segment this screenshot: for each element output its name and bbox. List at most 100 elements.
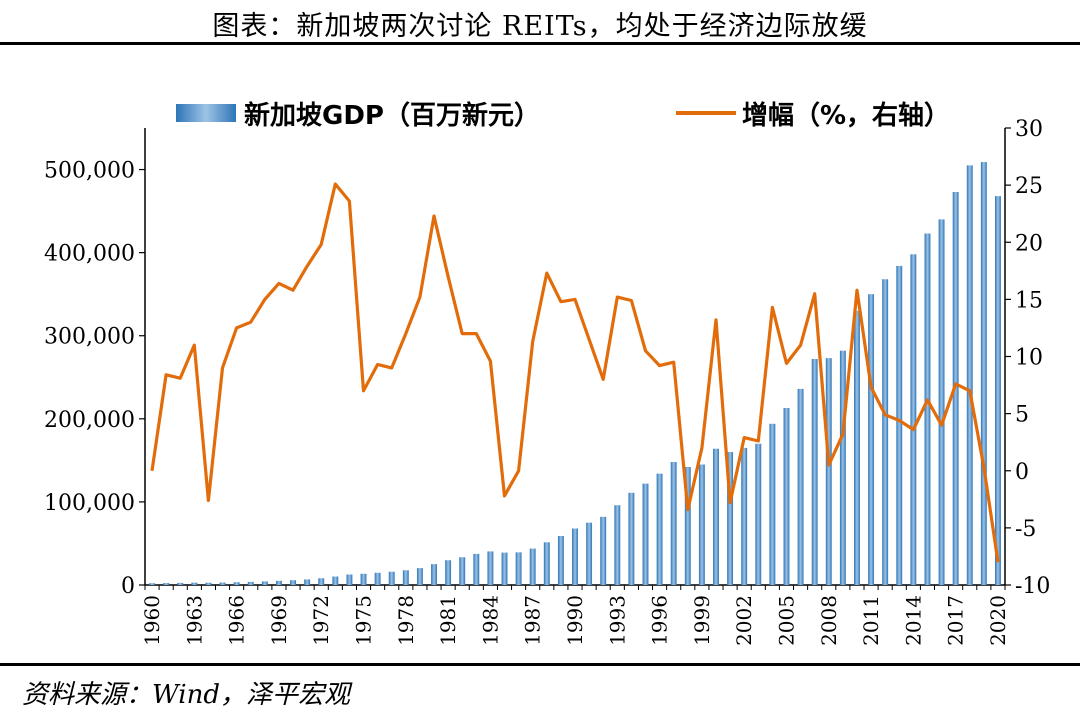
gdp-bar-2015 xyxy=(924,233,931,585)
legend-bar-swatch xyxy=(176,104,236,122)
legend-line-label: 增幅（%，右轴） xyxy=(742,100,950,131)
left-tick-label: 200,000 xyxy=(44,408,135,433)
bar-series xyxy=(149,162,1001,586)
gdp-bar-2018 xyxy=(966,165,973,585)
right-tick-label: 5 xyxy=(1015,403,1029,428)
x-tick-label: 1978 xyxy=(394,595,418,646)
right-tick-label: 30 xyxy=(1015,117,1043,142)
gdp-bar-2001 xyxy=(727,452,734,585)
chart-title: 图表：新加坡两次讨论 REITs，均处于经济边际放缓 xyxy=(212,11,868,42)
gdp-bar-1997 xyxy=(670,462,677,585)
gdp-bar-2007 xyxy=(811,358,818,585)
x-tick-label: 1987 xyxy=(521,595,545,646)
gdp-bar-1987 xyxy=(529,548,536,585)
gdp-bar-1988 xyxy=(543,542,550,585)
tick-labels: 0 100,000 200,000 300,000 400,000 500,000 -10 -… xyxy=(44,117,1050,646)
gdp-bar-1976 xyxy=(374,572,381,585)
legend: 新加坡GDP（百万新元） 增幅（%，右轴） xyxy=(176,100,950,131)
gdp-bar-1971 xyxy=(304,579,311,585)
legend-bar-label: 新加坡GDP（百万新元） xyxy=(244,100,540,131)
x-tick-label: 2014 xyxy=(901,595,925,646)
x-tick-label: 1969 xyxy=(267,595,291,646)
growth-line xyxy=(150,182,1000,563)
gdp-bar-1974 xyxy=(346,574,353,585)
left-tick-label: 100,000 xyxy=(44,491,135,516)
gdp-bar-2020 xyxy=(994,196,1001,585)
gdp-bar-1992 xyxy=(600,516,607,585)
source-rule xyxy=(0,663,1080,666)
gdp-bar-1978 xyxy=(402,570,409,585)
gdp-bar-1986 xyxy=(515,552,522,585)
gdp-bar-1966 xyxy=(233,582,240,585)
gdp-bar-1961 xyxy=(163,583,170,585)
gdp-bar-1975 xyxy=(360,573,367,585)
gdp-bar-1969 xyxy=(275,580,282,585)
gdp-bar-1984 xyxy=(487,551,494,585)
gdp-bar-2000 xyxy=(713,448,719,585)
gdp-bar-1968 xyxy=(261,581,268,585)
gdp-bar-2002 xyxy=(741,447,748,585)
gdp-bar-2012 xyxy=(882,279,889,585)
x-tick-label: 1984 xyxy=(478,595,502,646)
right-tick-label: 0 xyxy=(1015,460,1029,485)
x-tick-label: 1999 xyxy=(690,595,714,646)
x-tick-label: 1960 xyxy=(140,595,164,646)
x-tick-label: 1990 xyxy=(563,595,587,646)
gdp-bar-2006 xyxy=(797,388,804,585)
x-tick-label: 1996 xyxy=(648,595,672,646)
gdp-bar-1965 xyxy=(219,582,226,585)
right-tick-label: 10 xyxy=(1015,346,1043,371)
gdp-bar-2010 xyxy=(854,310,860,585)
gdp-bar-2014 xyxy=(910,254,917,585)
gdp-bar-1981 xyxy=(445,560,452,585)
gdp-bar-1990 xyxy=(572,528,578,585)
gdp-bar-1962 xyxy=(177,582,184,585)
left-tick-label: 400,000 xyxy=(44,242,135,267)
gdp-bar-2016 xyxy=(938,219,945,585)
x-tick-label: 2011 xyxy=(859,595,883,646)
left-tick-label: 0 xyxy=(121,574,135,599)
gdp-bar-2013 xyxy=(896,265,903,585)
gdp-bar-1995 xyxy=(642,483,649,585)
chart-svg: 0 100,000 200,000 300,000 400,000 500,000 -10 -… xyxy=(44,100,1050,646)
x-tick-label: 1981 xyxy=(436,595,460,646)
x-tick-label: 1975 xyxy=(352,595,376,646)
gdp-bar-2005 xyxy=(783,408,790,585)
gdp-bar-1994 xyxy=(628,492,635,585)
x-tick-label: 2002 xyxy=(732,595,756,646)
right-tick-label: -5 xyxy=(1015,517,1036,542)
gdp-bar-1983 xyxy=(473,553,480,585)
right-tick-label: -10 xyxy=(1015,574,1050,599)
x-tick-label: 2017 xyxy=(944,595,968,646)
source-note: 资料来源：Wind，泽平宏观 xyxy=(22,680,350,710)
left-tick-label: 300,000 xyxy=(44,325,135,350)
gdp-bar-1991 xyxy=(586,522,593,585)
title-rule xyxy=(0,42,1080,45)
axes-layer xyxy=(139,127,1011,590)
gdp-bar-1982 xyxy=(459,557,466,585)
gdp-bar-1996 xyxy=(656,473,663,585)
x-tick-label: 2020 xyxy=(986,595,1010,646)
x-tick-label: 1966 xyxy=(225,595,249,646)
gdp-bar-2009 xyxy=(839,350,846,585)
gdp-bar-2019 xyxy=(980,162,987,586)
gdp-bar-2003 xyxy=(755,443,762,585)
gdp-bar-2004 xyxy=(769,423,776,585)
x-tick-label: 1993 xyxy=(605,595,629,646)
x-tick-label: 1963 xyxy=(182,595,206,646)
gdp-bar-1973 xyxy=(332,576,339,585)
x-tick-label: 1972 xyxy=(309,595,333,646)
gdp-bar-1998 xyxy=(684,467,691,585)
left-tick-label: 500,000 xyxy=(44,159,135,184)
gdp-bar-1977 xyxy=(388,571,395,585)
gdp-bar-1989 xyxy=(557,535,564,585)
gdp-bar-1979 xyxy=(416,568,423,585)
gdp-bar-1963 xyxy=(191,582,198,585)
right-tick-label: 15 xyxy=(1015,288,1043,313)
gdp-bar-1993 xyxy=(614,505,621,585)
x-tick-label: 2005 xyxy=(774,595,798,646)
gdp-bar-1985 xyxy=(501,552,508,585)
gdp-bar-1967 xyxy=(247,581,254,585)
gdp-bar-1964 xyxy=(205,582,212,585)
gdp-bar-2011 xyxy=(868,294,875,585)
